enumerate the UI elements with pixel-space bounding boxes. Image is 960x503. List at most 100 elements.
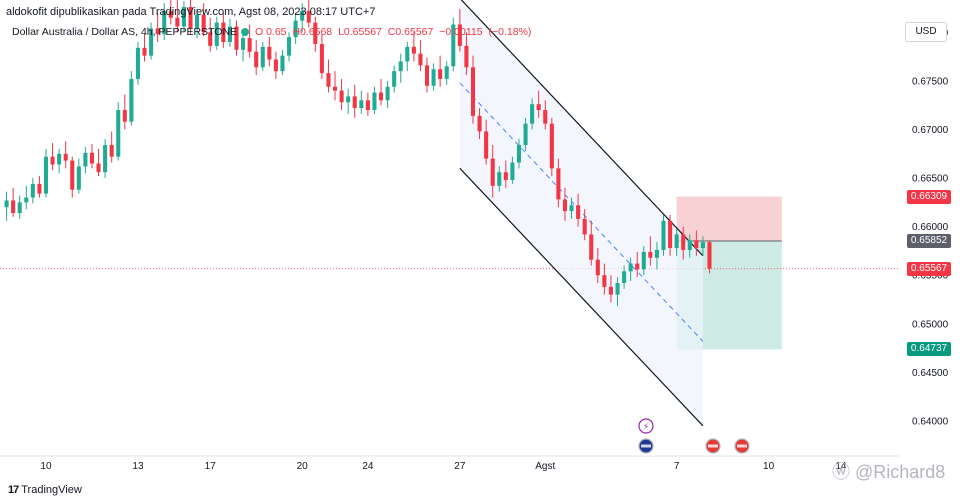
- candle-body: [464, 45, 469, 68]
- candle-body: [589, 234, 594, 260]
- candle-body: [372, 92, 377, 111]
- candle-body: [424, 65, 430, 86]
- watermark-text: ⓦ @Richard8: [832, 462, 946, 482]
- candle: [635, 251, 640, 278]
- currency-selector[interactable]: USD: [905, 22, 947, 42]
- candle-body: [562, 199, 567, 212]
- candle: [674, 228, 679, 256]
- candle: [181, 1, 186, 33]
- candle-body: [181, 7, 186, 27]
- candle: [76, 158, 81, 194]
- candle: [457, 8, 462, 52]
- candle-body: [582, 218, 587, 235]
- candle-body: [516, 145, 522, 163]
- candle-body: [247, 38, 252, 52]
- candle-body: [365, 100, 370, 111]
- candle-body: [510, 162, 515, 180]
- candle-body: [30, 183, 35, 198]
- candles: [4, 0, 712, 307]
- x-tick-label: 14: [835, 461, 847, 472]
- candle-body: [668, 220, 673, 249]
- candle-body: [43, 156, 49, 194]
- candle-body: [635, 263, 640, 270]
- candle-body: [543, 110, 548, 124]
- candle-body: [674, 234, 679, 249]
- y-tick-label: 0.65000: [912, 319, 949, 330]
- change-value: −0.00115: [439, 26, 483, 38]
- candle-body: [109, 145, 114, 157]
- candle: [135, 42, 140, 85]
- candle: [214, 16, 219, 50]
- candle-body: [608, 286, 613, 295]
- candle: [582, 209, 587, 241]
- x-tick-label: 7: [674, 461, 680, 472]
- candle: [615, 277, 620, 307]
- trend-channel: [459, 0, 704, 427]
- candle-body: [700, 242, 705, 249]
- symbol-name[interactable]: Dollar Australia / Dollar AS, 4h, PEPPER…: [12, 26, 238, 38]
- candle: [247, 24, 252, 58]
- candle: [451, 17, 456, 72]
- tradingview-logo[interactable]: 17 TradingView: [8, 484, 82, 496]
- entry-price-tag: 0.65852: [907, 234, 951, 249]
- position-zones: [0, 196, 900, 350]
- x-tick-label: 13: [132, 461, 144, 472]
- candle: [484, 119, 489, 165]
- candle: [267, 37, 272, 67]
- candle: [227, 18, 232, 47]
- current-price-tag: 0.65567: [907, 261, 951, 276]
- candle: [50, 143, 55, 171]
- candle: [352, 84, 357, 118]
- candle-body: [536, 104, 541, 111]
- candle-body: [339, 90, 344, 103]
- candle-body: [254, 51, 259, 68]
- candle: [162, 3, 167, 41]
- x-tick-label: 27: [454, 461, 466, 472]
- candle-body: [490, 158, 495, 186]
- x-tick-label: 24: [362, 461, 374, 472]
- candle-body: [313, 22, 318, 44]
- y-tick-label: 0.67500: [912, 76, 949, 87]
- candle-body: [142, 47, 147, 56]
- candle-body: [11, 200, 16, 214]
- candle: [326, 59, 331, 93]
- candle-body: [89, 152, 95, 164]
- x-tick-label: 17: [205, 461, 217, 472]
- candle: [273, 51, 278, 79]
- candle-body: [411, 46, 416, 54]
- publisher-note: aldokofit dipublikasikan pada TradingVie…: [6, 6, 376, 18]
- candle: [208, 17, 213, 52]
- candle-body: [96, 163, 101, 173]
- candle: [168, 0, 173, 25]
- candle: [188, 0, 193, 35]
- candle-body: [641, 251, 646, 270]
- candle-body: [707, 242, 712, 269]
- candle: [103, 139, 108, 179]
- candle: [365, 92, 370, 116]
- candle: [530, 98, 535, 130]
- candle: [543, 100, 548, 130]
- candle: [654, 242, 659, 270]
- candle-body: [188, 7, 193, 29]
- candle: [17, 195, 22, 219]
- y-tick-label: 0.66000: [912, 222, 949, 233]
- candle: [359, 90, 364, 114]
- candle: [668, 214, 673, 256]
- candle: [392, 65, 397, 93]
- candle: [405, 42, 410, 72]
- candle-body: [260, 46, 265, 68]
- candle: [293, 12, 298, 44]
- candle-body: [293, 20, 298, 38]
- candle: [497, 166, 502, 192]
- flag-stripe: [737, 444, 747, 448]
- candle-body: [122, 110, 127, 122]
- candle: [707, 240, 712, 274]
- candle: [122, 94, 127, 130]
- channel-upper-line: [460, 0, 704, 257]
- candle: [694, 230, 699, 256]
- candle-body: [352, 96, 357, 109]
- candle: [602, 263, 607, 295]
- candle-body: [17, 202, 22, 214]
- candle-body: [569, 205, 574, 212]
